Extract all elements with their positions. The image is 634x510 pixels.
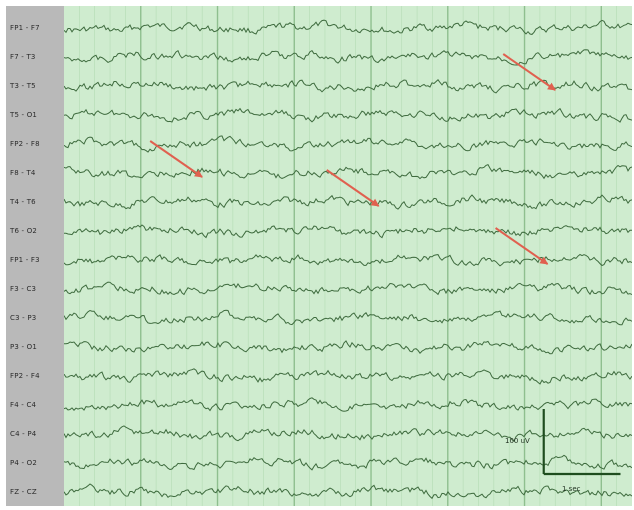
annotation-arrow — [149, 140, 203, 178]
channel-label: FP1 - F7 — [10, 24, 40, 32]
eeg-trace — [63, 107, 633, 123]
eeg-trace — [63, 368, 633, 385]
trace-area — [63, 6, 633, 506]
annotation-arrow — [494, 227, 549, 265]
channel-label: T5 - O1 — [10, 111, 38, 119]
eeg-trace — [63, 425, 633, 442]
eeg-trace — [63, 194, 633, 210]
channel-label: FP2 - F4 — [10, 372, 40, 380]
channel-label: F3 - C3 — [10, 285, 37, 293]
channel-label: F8 - T4 — [10, 169, 36, 177]
channel-label: T3 - T5 — [10, 82, 36, 90]
channel-label: FP2 - F8 — [10, 140, 40, 148]
eeg-trace — [63, 340, 633, 355]
channel-label-panel — [6, 6, 64, 506]
eeg-trace — [63, 79, 633, 94]
eeg-trace — [63, 397, 633, 412]
eeg-trace — [63, 309, 633, 326]
channel-label: P4 - O2 — [10, 459, 38, 467]
eeg-trace — [63, 454, 633, 471]
channel-label: T6 - O2 — [10, 227, 38, 235]
eeg-trace — [63, 253, 633, 267]
eeg-trace — [63, 483, 633, 500]
eeg-trace — [63, 49, 633, 66]
channel-label: P3 - O1 — [10, 343, 38, 351]
plot-background — [64, 6, 632, 506]
channel-label: FP1 - F3 — [10, 256, 40, 264]
channel-label: C3 - P3 — [10, 314, 37, 322]
channel-label: T4 - T6 — [10, 198, 36, 206]
amplitude-scale-label: 100 uV — [505, 437, 530, 445]
annotation-arrow — [502, 53, 556, 91]
channel-label: FZ - CZ — [10, 488, 37, 496]
eeg-trace — [63, 135, 633, 153]
eeg-trace — [63, 281, 633, 296]
eeg-trace — [63, 163, 633, 180]
eeg-trace — [63, 19, 633, 35]
channel-label: F4 - C4 — [10, 401, 37, 409]
channel-label: C4 - P4 — [10, 430, 37, 438]
channel-label: F7 - T3 — [10, 53, 36, 61]
annotation-arrow — [326, 169, 380, 207]
eeg-trace — [64, 224, 632, 239]
eeg-chart — [63, 6, 633, 506]
time-scale-label: 1 sec — [562, 485, 581, 493]
